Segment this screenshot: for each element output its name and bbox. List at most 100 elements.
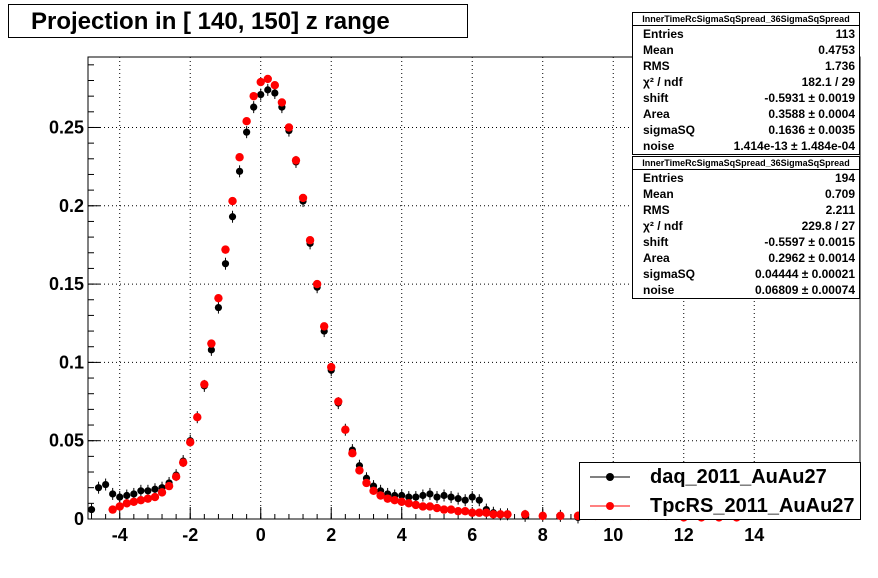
data-point bbox=[263, 74, 272, 84]
stats-label: noise bbox=[643, 283, 675, 297]
data-point bbox=[108, 505, 117, 514]
data-point bbox=[214, 303, 223, 312]
data-point bbox=[319, 322, 329, 331]
data-point bbox=[116, 493, 124, 501]
legend-entry-tpcrs: TpcRS_2011_AuAu27 bbox=[580, 492, 860, 520]
data-point bbox=[398, 491, 406, 500]
y-tick-label: 0.05 bbox=[49, 431, 84, 451]
data-point bbox=[418, 502, 428, 511]
x-axis: -4 -2 0 2 4 6 8 10 12 14 bbox=[91, 507, 854, 545]
data-point bbox=[270, 80, 280, 90]
data-point bbox=[453, 506, 463, 516]
y-tick-label: 0.2 bbox=[59, 196, 84, 216]
stats-row: noise 1.414e-13 ± 1.484e-04 bbox=[633, 138, 859, 154]
stats-value: 0.04444 ± 0.00021 bbox=[754, 267, 855, 281]
data-point bbox=[137, 487, 145, 495]
data-point bbox=[257, 90, 265, 99]
data-point bbox=[556, 511, 565, 521]
legend: daq_2011_AuAu27 TpcRS_2011_AuAu27 bbox=[579, 462, 861, 520]
data-point bbox=[405, 493, 413, 501]
data-point bbox=[305, 236, 315, 245]
stats-label: sigmaSQ bbox=[643, 267, 696, 281]
legend-marker-daq bbox=[590, 473, 630, 481]
x-tick-label: 8 bbox=[538, 525, 548, 545]
data-point bbox=[200, 380, 209, 389]
stats-value: 113 bbox=[835, 27, 855, 41]
data-point bbox=[221, 260, 230, 268]
data-point bbox=[94, 484, 103, 492]
data-point bbox=[454, 495, 462, 503]
stats-value: 182.1 / 29 bbox=[801, 75, 855, 89]
data-point bbox=[433, 493, 441, 501]
stats-header: InnerTimeRcSigmaSqSpread_36SigmaSqSpread bbox=[633, 157, 859, 170]
data-point bbox=[228, 213, 237, 221]
data-point bbox=[284, 123, 294, 132]
stats-row: noise 0.06809 ± 0.00074 bbox=[633, 282, 859, 298]
legend-marker-tpcrs bbox=[590, 502, 630, 510]
stats-value: 0.06809 ± 0.00074 bbox=[754, 283, 855, 297]
stats-label: shift bbox=[643, 91, 669, 105]
data-point bbox=[144, 487, 152, 495]
stats-value: 1.414e-13 ± 1.484e-04 bbox=[733, 139, 855, 153]
stats-row: Entries 194 bbox=[633, 170, 859, 186]
data-point bbox=[538, 511, 547, 521]
stats-value: 194 bbox=[834, 171, 855, 185]
y-tick-label: 0 bbox=[74, 509, 84, 529]
stats-row: Mean 0.709 bbox=[633, 186, 859, 202]
x-tick-label: 14 bbox=[744, 525, 764, 545]
stats-row: sigmaSQ 0.1636 ± 0.0035 bbox=[633, 122, 859, 138]
data-point bbox=[164, 481, 174, 491]
data-point bbox=[419, 491, 427, 500]
data-point bbox=[171, 472, 181, 481]
data-point bbox=[250, 103, 258, 111]
y-tick-label: 0.1 bbox=[59, 352, 84, 372]
stats-row: RMS 1.736 bbox=[633, 58, 859, 74]
data-point bbox=[440, 491, 448, 500]
stats-label: Area bbox=[643, 251, 670, 265]
data-point bbox=[207, 339, 216, 348]
data-point bbox=[520, 510, 530, 519]
data-point bbox=[271, 89, 279, 97]
data-point bbox=[129, 497, 139, 506]
data-point bbox=[178, 458, 188, 467]
stats-row: χ² / ndf 182.1 / 29 bbox=[633, 74, 859, 90]
data-point bbox=[468, 508, 477, 517]
data-point bbox=[369, 486, 378, 496]
x-tick-label: 12 bbox=[674, 525, 694, 545]
data-point bbox=[115, 502, 124, 511]
stats-row: χ² / ndf 229.8 / 27 bbox=[633, 218, 859, 234]
stats-box-daq: InnerTimeRcSigmaSqSpread_36SigmaSqSpread… bbox=[632, 12, 860, 155]
data-point bbox=[404, 499, 413, 508]
data-point bbox=[362, 478, 371, 488]
data-point bbox=[207, 346, 215, 354]
stats-label: Area bbox=[643, 107, 670, 121]
data-point bbox=[150, 492, 160, 502]
data-point bbox=[341, 425, 350, 434]
stats-value: 229.8 / 27 bbox=[801, 219, 855, 233]
x-tick-label: -2 bbox=[182, 525, 198, 545]
data-point bbox=[291, 156, 301, 165]
stats-row: Mean 0.4753 bbox=[633, 42, 859, 58]
chart-title: Projection in [ 140, 150] z range bbox=[8, 4, 468, 38]
data-point bbox=[130, 490, 138, 498]
data-point bbox=[298, 193, 308, 203]
x-tick-label: 0 bbox=[256, 525, 266, 545]
legend-entry-daq: daq_2011_AuAu27 bbox=[580, 463, 860, 491]
data-point bbox=[277, 98, 287, 107]
stats-value: 0.4753 bbox=[818, 43, 855, 57]
stats-value: 2.211 bbox=[825, 203, 855, 217]
data-point bbox=[256, 77, 265, 87]
stats-row: Area 0.3588 ± 0.0004 bbox=[633, 106, 859, 122]
stats-label: χ² / ndf bbox=[643, 75, 683, 89]
y-tick-label: 0.25 bbox=[49, 117, 84, 137]
x-tick-label: 2 bbox=[326, 525, 336, 545]
stats-label: RMS bbox=[643, 59, 670, 73]
data-point bbox=[376, 491, 385, 500]
data-point bbox=[390, 496, 399, 505]
data-point bbox=[136, 496, 146, 505]
stats-value: 0.1636 ± 0.0035 bbox=[768, 123, 855, 137]
stats-label: Entries bbox=[643, 171, 684, 185]
data-point bbox=[426, 490, 434, 498]
data-point bbox=[157, 488, 167, 497]
stats-value: 0.3588 ± 0.0004 bbox=[768, 107, 855, 121]
